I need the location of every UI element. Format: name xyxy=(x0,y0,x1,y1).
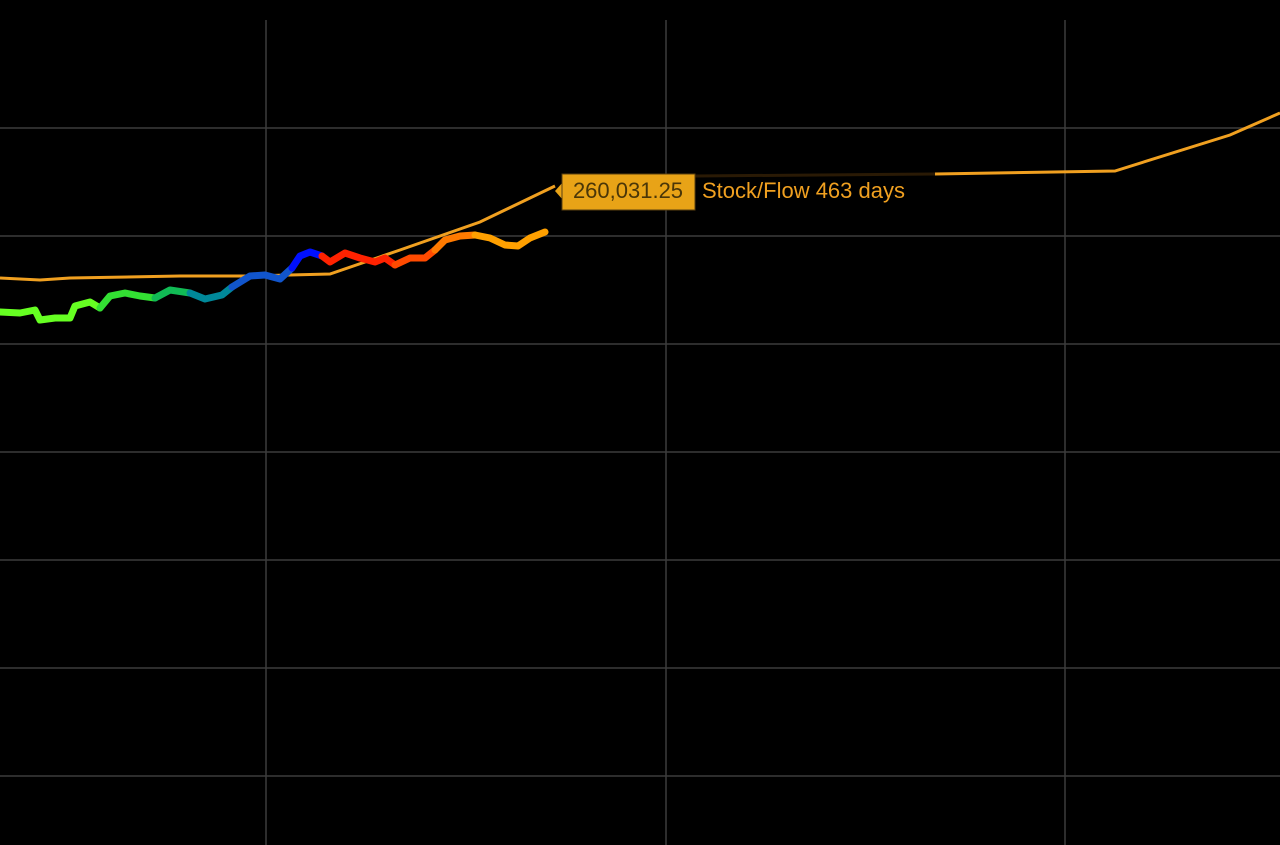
price-segment xyxy=(431,231,479,254)
label-pointer xyxy=(555,182,563,200)
value-label: 260,031.25 xyxy=(573,178,683,203)
value-label-box xyxy=(561,173,696,211)
price-segment xyxy=(228,264,296,291)
price-segment xyxy=(318,249,399,269)
grid xyxy=(0,20,1280,845)
price-segment xyxy=(186,283,236,303)
stock-flow-line-faded xyxy=(694,172,936,178)
price-segment xyxy=(151,286,194,302)
price-segment xyxy=(391,246,439,269)
price-segment xyxy=(288,248,326,272)
price-segment xyxy=(96,289,159,312)
stock-flow-line xyxy=(934,111,1280,176)
price-line xyxy=(0,228,549,324)
series-label: Stock/Flow 463 days xyxy=(702,178,905,203)
price-segment xyxy=(471,228,549,250)
price-segment xyxy=(0,298,104,324)
